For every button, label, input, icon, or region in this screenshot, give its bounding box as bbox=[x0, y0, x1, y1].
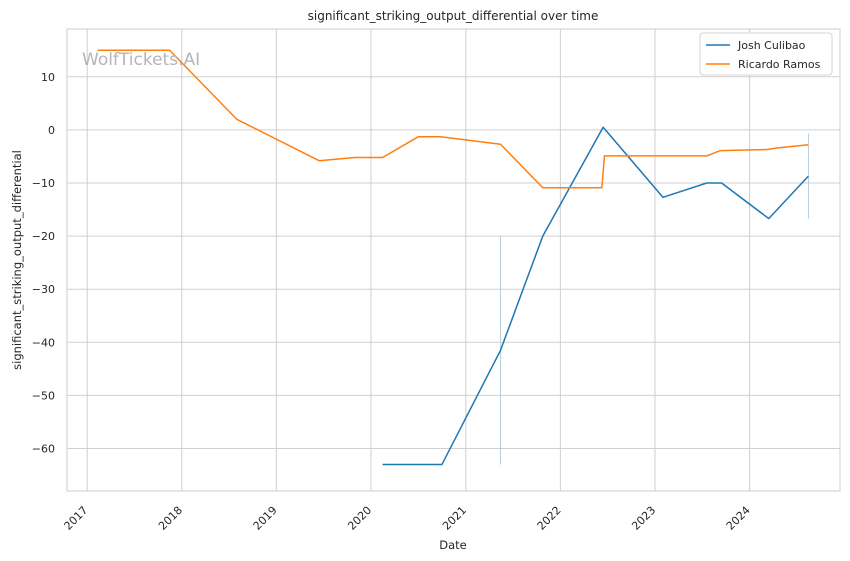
legend-label-ricardo-ramos: Ricardo Ramos bbox=[738, 58, 821, 71]
x-axis-title: Date bbox=[439, 538, 467, 552]
y-tick-labels: 10 0 −10 −20 −30 −40 −50 −60 bbox=[32, 71, 55, 456]
series-line-ricardo-ramos bbox=[97, 49, 809, 189]
series-lines bbox=[97, 49, 809, 466]
y-tick-label: −30 bbox=[32, 283, 55, 296]
y-tick-label: −50 bbox=[32, 389, 55, 402]
series-line-josh-culibao bbox=[382, 126, 809, 466]
y-tick-label: −40 bbox=[32, 336, 55, 349]
grid-lines bbox=[67, 29, 840, 491]
plot-frame bbox=[66, 28, 841, 492]
chart-title: significant_striking_output_differential… bbox=[308, 9, 599, 23]
y-tick-label: −60 bbox=[32, 443, 55, 456]
legend: Josh Culibao Ricardo Ramos bbox=[699, 32, 833, 76]
y-tick-label: 0 bbox=[48, 124, 55, 137]
legend-label-josh-culibao: Josh Culibao bbox=[737, 39, 806, 52]
watermark: WolfTickets.AI bbox=[82, 50, 200, 70]
y-tick-label: 10 bbox=[41, 71, 55, 84]
y-tick-label: −10 bbox=[32, 177, 55, 190]
y-tick-label: −20 bbox=[32, 230, 55, 243]
legend-box bbox=[699, 32, 833, 76]
y-axis-title: significant_striking_output_differential bbox=[10, 150, 24, 370]
